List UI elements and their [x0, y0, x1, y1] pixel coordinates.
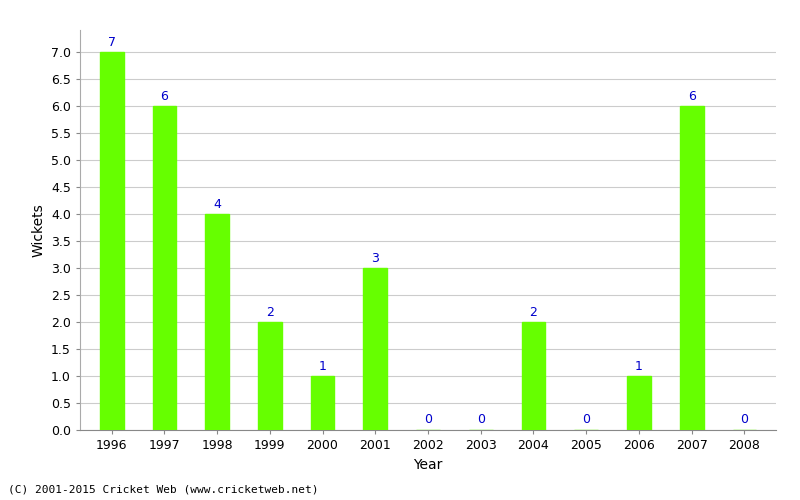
Bar	[627, 376, 650, 430]
Text: 0: 0	[424, 412, 432, 426]
Text: (C) 2001-2015 Cricket Web (www.cricketweb.net): (C) 2001-2015 Cricket Web (www.cricketwe…	[8, 485, 318, 495]
Text: 1: 1	[318, 360, 326, 373]
Bar	[522, 322, 546, 430]
Text: 0: 0	[477, 412, 485, 426]
Text: 2: 2	[266, 306, 274, 319]
Text: 2: 2	[530, 306, 538, 319]
Text: 0: 0	[582, 412, 590, 426]
X-axis label: Year: Year	[414, 458, 442, 471]
Text: 7: 7	[108, 36, 116, 49]
Bar	[310, 376, 334, 430]
Bar	[680, 106, 703, 430]
Text: 3: 3	[371, 252, 379, 265]
Bar	[100, 52, 123, 430]
Text: 6: 6	[161, 90, 168, 103]
Bar	[258, 322, 282, 430]
Bar	[206, 214, 229, 430]
Y-axis label: Wickets: Wickets	[31, 203, 46, 257]
Text: 1: 1	[635, 360, 643, 373]
Text: 4: 4	[213, 198, 221, 211]
Bar	[363, 268, 387, 430]
Text: 6: 6	[688, 90, 695, 103]
Bar	[153, 106, 176, 430]
Text: 0: 0	[740, 412, 748, 426]
